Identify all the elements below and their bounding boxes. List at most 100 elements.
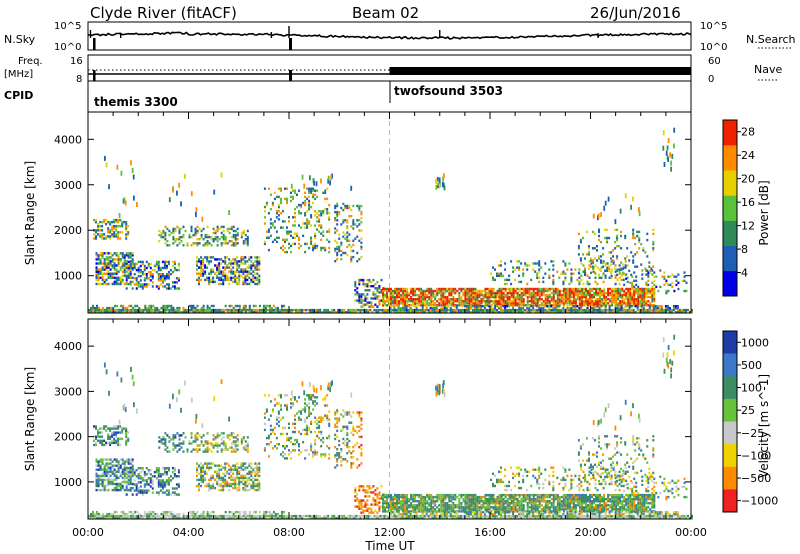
power-echo-cell (177, 262, 180, 266)
power-echo-cell (172, 227, 175, 231)
power-echo-cell (520, 300, 523, 303)
power-echo-cell (432, 293, 435, 297)
power-echo-cell (599, 300, 601, 303)
power-echo-cell (256, 308, 259, 312)
power-echo-cell (208, 308, 211, 312)
velocity-echo-cell (248, 470, 251, 473)
power-echo-cell (230, 308, 233, 312)
power-echo-cell (117, 264, 120, 267)
power-echo-cell (594, 308, 597, 312)
velocity-echo-cell (252, 476, 255, 480)
power-echo-cell (390, 298, 392, 301)
velocity-echo-cell (232, 478, 235, 482)
power-echo-cell (418, 293, 421, 297)
power-echo-cell (198, 258, 200, 261)
power-echo-cell (254, 260, 257, 263)
power-echo-cell (198, 276, 200, 279)
velocity-echo-cell (226, 480, 229, 484)
power-echo-cell (574, 308, 577, 312)
power-echo-cell (200, 308, 203, 312)
power-echo-cell (196, 225, 199, 229)
power-echo-cell (254, 256, 257, 259)
power-echo-cell (629, 302, 632, 305)
power-echo-cell (514, 287, 517, 291)
power-echo-cell (488, 298, 491, 301)
power-echo-cell (206, 244, 209, 247)
power-echo-cell (514, 289, 517, 293)
power-echo-cell (111, 227, 114, 230)
velocity-echo-cell (158, 440, 161, 443)
power-echo-cell (512, 270, 515, 273)
power-echo-cell (282, 220, 284, 223)
power-echo-cell (442, 173, 445, 179)
power-echo-cell (608, 269, 611, 272)
power-echo-cell (226, 229, 229, 233)
power-echo-cell (636, 251, 639, 254)
power-echo-cell (222, 229, 225, 233)
power-echo-cell (126, 311, 129, 314)
power-echo-cell (600, 240, 602, 244)
power-echo-cell (462, 302, 465, 305)
power-echo-cell (200, 233, 203, 237)
power-echo-cell (194, 306, 197, 310)
power-echo-cell (139, 270, 142, 274)
velocity-echo-cell (212, 482, 215, 486)
power-echo-cell (128, 308, 131, 312)
velocity-echo-cell (192, 510, 195, 514)
power-echo-cell (624, 257, 627, 260)
power-echo-cell (157, 285, 160, 288)
power-echo-cell (242, 282, 245, 286)
power-echo-cell (512, 305, 515, 308)
power-echo-cell (582, 282, 585, 286)
velocity-echo-cell (123, 488, 126, 492)
velocity-echo-cell (95, 437, 97, 440)
power-echo-cell (280, 246, 282, 250)
velocity-echo-cell (161, 487, 164, 490)
power-echo-cell (631, 295, 634, 299)
power-echo-cell (474, 295, 477, 299)
power-echo-cell (652, 243, 655, 246)
power-echo-cell (429, 308, 432, 312)
power-echo-cell (435, 307, 438, 310)
power-echo-cell (172, 238, 175, 241)
power-echo-cell (314, 214, 317, 217)
velocity-echo-cell (121, 462, 124, 465)
power-echo-cell (165, 264, 168, 268)
velocity-echo-cell (143, 471, 146, 474)
velocity-echo-cell (113, 470, 116, 473)
power-echo-cell (534, 304, 537, 307)
power-echo-cell (429, 307, 432, 310)
power-echo-cell (240, 258, 243, 261)
velocity-echo-cell (234, 450, 237, 453)
velocity-echo-cell (157, 483, 160, 486)
power-echo-cell (619, 300, 622, 303)
power-echo-cell (538, 289, 541, 293)
power-echo-cell (478, 293, 481, 297)
power-echo-cell (228, 311, 231, 314)
power-echo-cell (222, 266, 225, 269)
power-echo-cell (593, 293, 595, 297)
power-echo-cell (358, 258, 361, 261)
power-echo-cell (382, 304, 384, 307)
power-echo-cell (238, 274, 241, 277)
power-echo-cell (601, 302, 604, 305)
velocity-echo-cell (228, 434, 231, 437)
power-echo-cell (149, 275, 152, 278)
power-echo-cell (398, 302, 400, 305)
power-echo-cell (287, 308, 289, 312)
velocity-echo-cell (206, 440, 209, 443)
power-echo-cell (312, 187, 315, 190)
power-echo-cell (116, 308, 119, 312)
power-echo-cell (474, 302, 477, 305)
power-echo-cell (340, 249, 343, 253)
velocity-echo-cell (200, 478, 203, 482)
power-echo-cell (532, 298, 535, 301)
power-echo-cell (107, 270, 110, 273)
power-echo-cell (101, 229, 104, 232)
velocity-echo-cell (111, 464, 114, 467)
velocity-echo-cell (198, 466, 200, 469)
power-echo-cell (98, 306, 100, 310)
power-echo-cell (633, 291, 636, 295)
power-echo-cell (131, 264, 134, 268)
power-echo-cell (544, 305, 547, 308)
